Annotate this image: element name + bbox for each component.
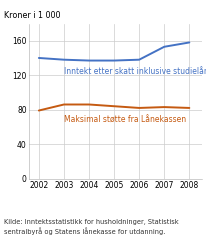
Text: Maksimal støtte fra Lånekassen: Maksimal støtte fra Lånekassen xyxy=(64,116,186,125)
Text: Inntekt etter skatt inklusive studielån: Inntekt etter skatt inklusive studielån xyxy=(64,67,206,76)
Text: Kilde: Inntektsstatistikk for husholdninger, Statistisk
sentralbyrå og Statens l: Kilde: Inntektsstatistikk for husholdnin… xyxy=(4,219,179,235)
Text: Kroner i 1 000: Kroner i 1 000 xyxy=(4,11,61,20)
